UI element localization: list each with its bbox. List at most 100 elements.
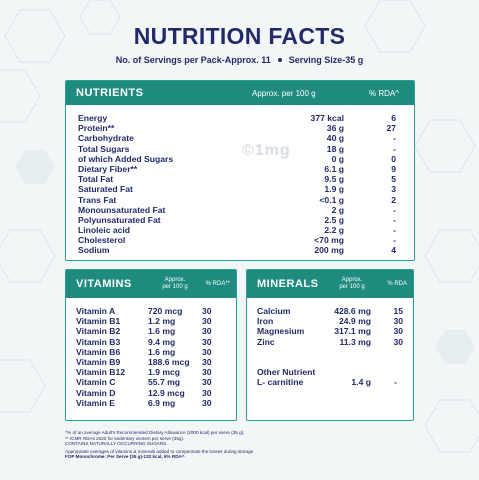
nutrient-row: Monounsaturated Fat 2 g -	[78, 205, 404, 215]
vitamin-rda: 30	[202, 326, 212, 337]
minerals-panel: MINERALS Approx. per 100 g % RDA Calcium 4…	[246, 269, 414, 421]
minerals-heading: MINERALS	[257, 278, 319, 290]
footnote-rda-adult: ^% of an average Adult's Recommended Die…	[65, 430, 245, 435]
nutrient-row: Protein** 36 g 27	[78, 123, 404, 133]
nutrient-value: 40 g	[326, 133, 344, 144]
vitamin-name: Vitamin C	[76, 377, 116, 388]
other-nutrient-rows: L- carnitine 1.4 g -	[257, 377, 407, 387]
vitamin-name: Vitamin B3	[76, 336, 121, 347]
nutrient-name: Linoleic acid	[78, 225, 131, 236]
nutrient-rda: 6	[391, 113, 396, 123]
vitamins-rows: Vitamin A 720 mcg 30 Vitamin B1 1.2 mg 30 Vita…	[66, 298, 236, 408]
amount-column-header: Approx. per 100 g	[154, 277, 196, 291]
vitamin-value: 1.9 mcg	[148, 367, 181, 378]
nutrient-name: Sodium	[78, 245, 110, 256]
nutrient-row: Energy 377 kcal 6	[78, 113, 404, 123]
vitamin-name: Vitamin A	[76, 306, 116, 316]
other-nutrient-section: Other Nutrient L- carnitine 1.4 g -	[247, 359, 413, 387]
mineral-row: Iron 24.9 mg 30	[257, 316, 407, 326]
nutrient-name: Monounsaturated Fat	[78, 204, 166, 215]
nutrient-rda: 0	[391, 153, 396, 164]
nutrient-name: Polyunsaturated Fat	[78, 214, 161, 225]
page-title: NUTRITION FACTS	[133, 23, 346, 49]
vitamins-header: VITAMINS Approx. per 100 g % RDA**	[66, 270, 236, 298]
nutrient-name: Energy	[78, 113, 108, 123]
vitamin-name: Vitamin B2	[76, 326, 121, 337]
footnote-overages: Appropriate overages of vitamins & miner…	[65, 448, 255, 454]
vitamin-name: Vitamin B6	[76, 346, 121, 357]
footnotes: ^% of an average Adult's Recommended Die…	[65, 430, 425, 460]
mineral-rda: 30	[393, 336, 403, 347]
nutrient-row: Linoleic acid 2.2 g -	[78, 225, 404, 235]
mineral-name: Calcium	[257, 306, 291, 316]
vitamin-rda: 30	[202, 306, 212, 316]
vitamin-value: 1.2 mg	[148, 316, 176, 327]
nutrient-name: Saturated Fat	[78, 184, 133, 195]
mineral-name: Magnesium	[257, 326, 305, 337]
mineral-rda: 15	[393, 306, 403, 316]
servings-per-pack: No. of Servings per Pack-Approx. 11	[115, 55, 271, 65]
nutrient-row: Trans Fat <0.1 g 2	[78, 195, 404, 205]
nutrient-value: 18 g	[326, 143, 344, 154]
nutrients-heading: NUTRIENTS	[76, 87, 144, 99]
nutrient-value: <0.1 g	[319, 194, 344, 205]
nutrient-rda: -	[393, 225, 396, 236]
nutrient-name: Cholesterol	[78, 235, 126, 246]
nutrient-value: 377 kcal	[310, 113, 344, 123]
mineral-rda: 30	[393, 316, 403, 327]
mineral-value: 24.9 mg	[338, 316, 371, 327]
nutrient-value: 6.1 g	[324, 163, 344, 174]
vitamin-name: Vitamin D	[76, 387, 116, 398]
nutrient-value: 2.2 g	[324, 225, 344, 236]
nutrient-value: 2.5 g	[324, 214, 344, 225]
amount-header-line2: per 100 g	[339, 284, 365, 290]
nutrient-rda: -	[393, 133, 396, 144]
mineral-name: Iron	[257, 316, 274, 327]
nutrient-value: <70 mg	[314, 235, 344, 246]
nutrients-rows: Energy 377 kcal 6 Protein** 36 g 27 Carbohydra…	[66, 105, 414, 256]
mineral-row: Calcium 428.6 mg 15	[257, 306, 407, 316]
nutrient-row: Carbohydrate 40 g -	[78, 133, 404, 143]
rda-column-header: % RDA	[387, 281, 407, 287]
vitamin-row: Vitamin B2 1.6 mg 30	[76, 326, 230, 336]
nutrient-value: 2 g	[331, 204, 344, 215]
nutrients-panel: NUTRIENTS Approx. per 100 g % RDA^ Energ…	[65, 80, 415, 261]
vitamin-rda: 30	[202, 377, 212, 388]
other-nutrient-heading: Other Nutrient	[257, 366, 316, 377]
mineral-name: Zinc	[257, 336, 275, 347]
serving-size: Serving Size-35 g	[288, 55, 364, 65]
vitamin-name: Vitamin B12	[76, 367, 126, 378]
nutrient-value: 1.9 g	[324, 184, 344, 195]
amount-column-header: Approx. per 100 g	[331, 277, 373, 291]
vitamin-rda: 30	[202, 356, 212, 367]
vitamin-row: Vitamin B3 9.4 mg 30	[76, 337, 230, 347]
vitamin-row: Vitamin B9 188.6 mcg 30	[76, 357, 230, 367]
vitamin-name: Vitamin E	[76, 397, 116, 408]
other-nutrient-name: L- carnitine	[257, 376, 304, 387]
vitamin-row: Vitamin B6 1.6 mg 30	[76, 347, 230, 357]
nutrient-value: 9.5 g	[324, 174, 344, 185]
nutrient-rda: -	[393, 143, 396, 154]
nutrient-rda: 3	[391, 184, 396, 195]
vitamin-value: 720 mcg	[148, 306, 183, 316]
vitamin-row: Vitamin C 55.7 mg 30	[76, 377, 230, 387]
nutrient-row: of which Added Sugars 0 g 0	[78, 154, 404, 164]
vitamin-row: Vitamin A 720 mcg 30	[76, 306, 230, 316]
vitamin-value: 12.9 mcg	[148, 387, 185, 398]
nutrient-name: Total Sugars	[78, 143, 130, 154]
nutrient-value: 200 mg	[314, 245, 344, 256]
vitamin-row: Vitamin D 12.9 mcg 30	[76, 388, 230, 398]
nutrient-name: Trans Fat	[78, 194, 117, 205]
nutrient-value: 0 g	[331, 153, 344, 164]
nutrient-row: Polyunsaturated Fat 2.5 g -	[78, 215, 404, 225]
amount-header-line1: Approx.	[164, 277, 186, 283]
serving-info: No. of Servings per Pack-Approx. 11 Servi…	[0, 55, 479, 65]
other-nutrient-row: L- carnitine 1.4 g -	[257, 377, 407, 387]
nutrient-row: Total Sugars 18 g -	[78, 144, 404, 154]
vitamin-rda: 30	[202, 316, 212, 327]
nutrient-name: Carbohydrate	[78, 133, 134, 144]
nutrient-rda: -	[393, 214, 396, 225]
minerals-rows: Calcium 428.6 mg 15 Iron 24.9 mg 30 Magnesium 3…	[247, 298, 413, 347]
vitamin-value: 9.4 mg	[148, 336, 176, 347]
